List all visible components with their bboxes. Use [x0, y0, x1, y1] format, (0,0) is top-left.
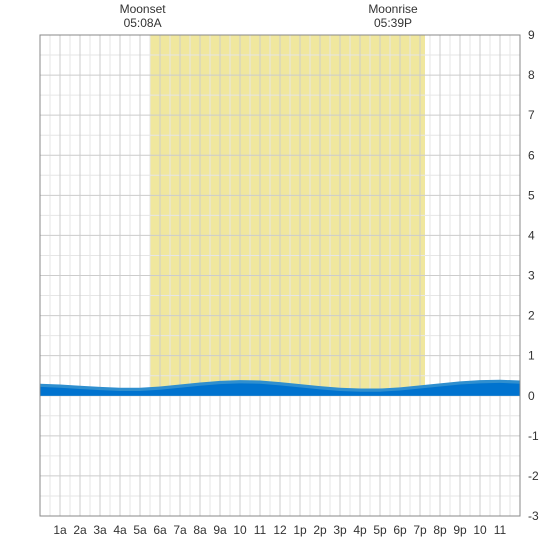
y-tick-label: 1: [528, 349, 535, 363]
x-tick-label: 2p: [313, 523, 327, 537]
y-tick-label: 4: [528, 228, 535, 242]
x-tick-label: 6a: [153, 523, 167, 537]
x-tick-label: 6p: [393, 523, 407, 537]
y-tick-label: 6: [528, 148, 535, 162]
x-tick-label: 8a: [193, 523, 207, 537]
y-tick-label: 3: [528, 269, 535, 283]
x-tick-label: 1a: [53, 523, 67, 537]
y-tick-label: -3: [528, 509, 539, 523]
y-tick-label: 2: [528, 309, 535, 323]
y-tick-label: 8: [528, 68, 535, 82]
x-tick-label: 4a: [113, 523, 127, 537]
x-tick-label: 7p: [413, 523, 427, 537]
x-tick-label: 11: [494, 523, 507, 537]
x-tick-label: 8p: [433, 523, 447, 537]
tide-chart: 1a2a3a4a5a6a7a8a9a1011121p2p3p4p5p6p7p8p…: [0, 0, 550, 550]
moonrise-label: Moonrise: [368, 2, 418, 16]
x-tick-label: 12: [273, 523, 287, 537]
y-tick-label: 9: [528, 28, 535, 42]
moonrise-time: 05:39P: [374, 16, 412, 30]
y-tick-label: -2: [528, 469, 539, 483]
x-tick-label: 1p: [293, 523, 307, 537]
x-tick-label: 9p: [453, 523, 467, 537]
y-tick-label: 0: [528, 389, 535, 403]
x-tick-label: 10: [473, 523, 487, 537]
moonset-label: Moonset: [120, 2, 167, 16]
x-tick-label: 4p: [353, 523, 367, 537]
x-tick-label: 3a: [93, 523, 107, 537]
x-tick-label: 3p: [333, 523, 347, 537]
x-tick-label: 5p: [373, 523, 387, 537]
moonset-time: 05:08A: [124, 16, 162, 30]
x-tick-label: 9a: [213, 523, 227, 537]
x-tick-label: 2a: [73, 523, 87, 537]
y-tick-label: 5: [528, 188, 535, 202]
chart-svg: 1a2a3a4a5a6a7a8a9a1011121p2p3p4p5p6p7p8p…: [0, 0, 550, 550]
y-tick-label: 7: [528, 108, 535, 122]
x-tick-label: 5a: [133, 523, 147, 537]
x-tick-label: 11: [254, 523, 267, 537]
x-tick-label: 10: [233, 523, 247, 537]
x-tick-label: 7a: [173, 523, 187, 537]
y-tick-label: -1: [528, 429, 539, 443]
